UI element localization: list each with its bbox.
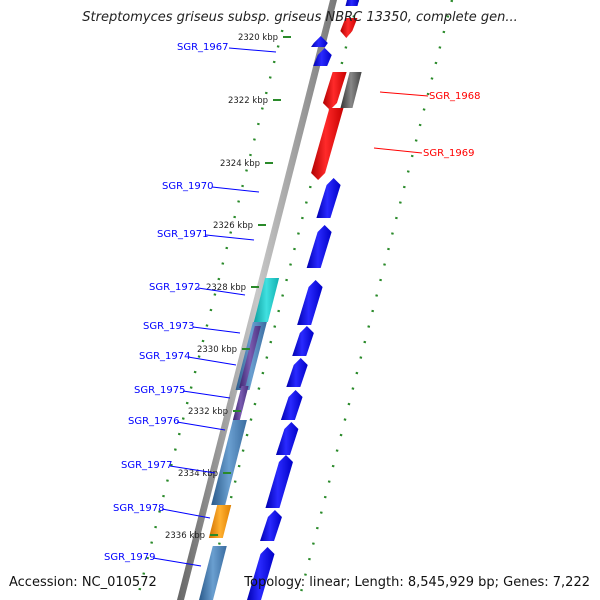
scale-tick-label: 2336 kbp xyxy=(165,531,205,541)
gene-label-leader xyxy=(228,47,277,53)
forward-gene-arrow xyxy=(247,547,275,600)
forward-gene-arrow xyxy=(275,422,299,455)
feature-tracks xyxy=(135,0,454,600)
gene-label: SGR_1969 xyxy=(423,148,475,159)
gene-label-leader xyxy=(379,91,429,97)
scale-tick-label: 2328 kbp xyxy=(206,283,246,293)
purple-feature-block xyxy=(239,326,261,388)
gene-label: SGR_1977 xyxy=(121,460,173,471)
gene-label-leader xyxy=(205,234,255,241)
gene-labels: SGR_1967 SGR_1968 SGR_1969 SGR_1970 SGR_1971… xyxy=(104,42,481,567)
reverse-gene-arrow xyxy=(340,18,358,38)
gene-label: SGR_1968 xyxy=(429,91,481,102)
scale-tick-label: 2330 kbp xyxy=(197,345,237,355)
orange-feature-block xyxy=(208,505,232,538)
gene-label-leader xyxy=(169,465,216,474)
forward-gene-block xyxy=(345,0,359,6)
forward-gene-arrow xyxy=(313,48,332,66)
forward-gene-arrow xyxy=(286,358,308,387)
forward-gene-arrow xyxy=(311,36,328,47)
outer-tick-track xyxy=(297,0,454,600)
reverse-gene-arrow xyxy=(322,72,347,110)
forward-gene-arrow xyxy=(316,178,341,218)
gene-label-leader xyxy=(192,326,241,334)
forward-gene-arrow xyxy=(306,225,332,268)
scale-tick-label: 2326 kbp xyxy=(213,221,253,231)
gene-label: SGR_1975 xyxy=(134,385,186,396)
forward-gene-arrow xyxy=(265,455,293,508)
gene-label-leader xyxy=(197,287,246,296)
steel-feature-block xyxy=(211,420,247,505)
gene-label: SGR_1972 xyxy=(149,282,201,293)
gene-label: SGR_1970 xyxy=(162,181,214,192)
gene-label: SGR_1978 xyxy=(113,503,165,514)
gene-label: SGR_1974 xyxy=(139,351,191,362)
gene-label: SGR_1973 xyxy=(143,321,195,332)
scale-tick-label: 2334 kbp xyxy=(178,469,218,479)
gene-label-leader xyxy=(211,186,260,193)
gene-label-leader xyxy=(373,147,423,154)
gene-label: SGR_1979 xyxy=(104,552,156,563)
gene-label-leader xyxy=(152,557,202,567)
forward-gene-arrow xyxy=(292,326,314,356)
scale-tick-label: 2322 kbp xyxy=(228,96,268,106)
scale-tick-label: 2332 kbp xyxy=(188,407,228,417)
gene-label-leader xyxy=(176,421,226,431)
cyan-feature-block xyxy=(253,278,280,322)
map-title: Streptomyces griseus subsp. griseus NBRC… xyxy=(82,10,518,25)
steel-feature-block xyxy=(199,546,227,600)
genome-summary-text: Topology: linear; Length: 8,545,929 bp; … xyxy=(244,575,590,590)
scale-tick-label: 2320 kbp xyxy=(238,33,278,43)
gene-label-leader xyxy=(161,508,211,519)
other-feature-block xyxy=(340,72,362,108)
gene-label: SGR_1976 xyxy=(128,416,180,427)
scale-ticks: 2320 kbp 2322 kbp 2324 kbp 2326 kbp 2328 kbp… xyxy=(165,33,291,541)
forward-gene-arrow xyxy=(260,510,282,541)
forward-gene-arrow xyxy=(280,390,303,420)
gene-label: SGR_1971 xyxy=(157,229,209,240)
chromosome-backbone xyxy=(177,0,337,600)
reverse-gene-arrow xyxy=(311,108,344,180)
gene-label: SGR_1967 xyxy=(177,42,229,53)
scale-tick-label: 2324 kbp xyxy=(220,159,260,169)
gene-label-leader xyxy=(182,390,231,399)
forward-gene-arrow xyxy=(297,280,323,325)
accession-text: Accession: NC_010572 xyxy=(9,575,157,590)
gene-label-leader xyxy=(187,356,237,366)
